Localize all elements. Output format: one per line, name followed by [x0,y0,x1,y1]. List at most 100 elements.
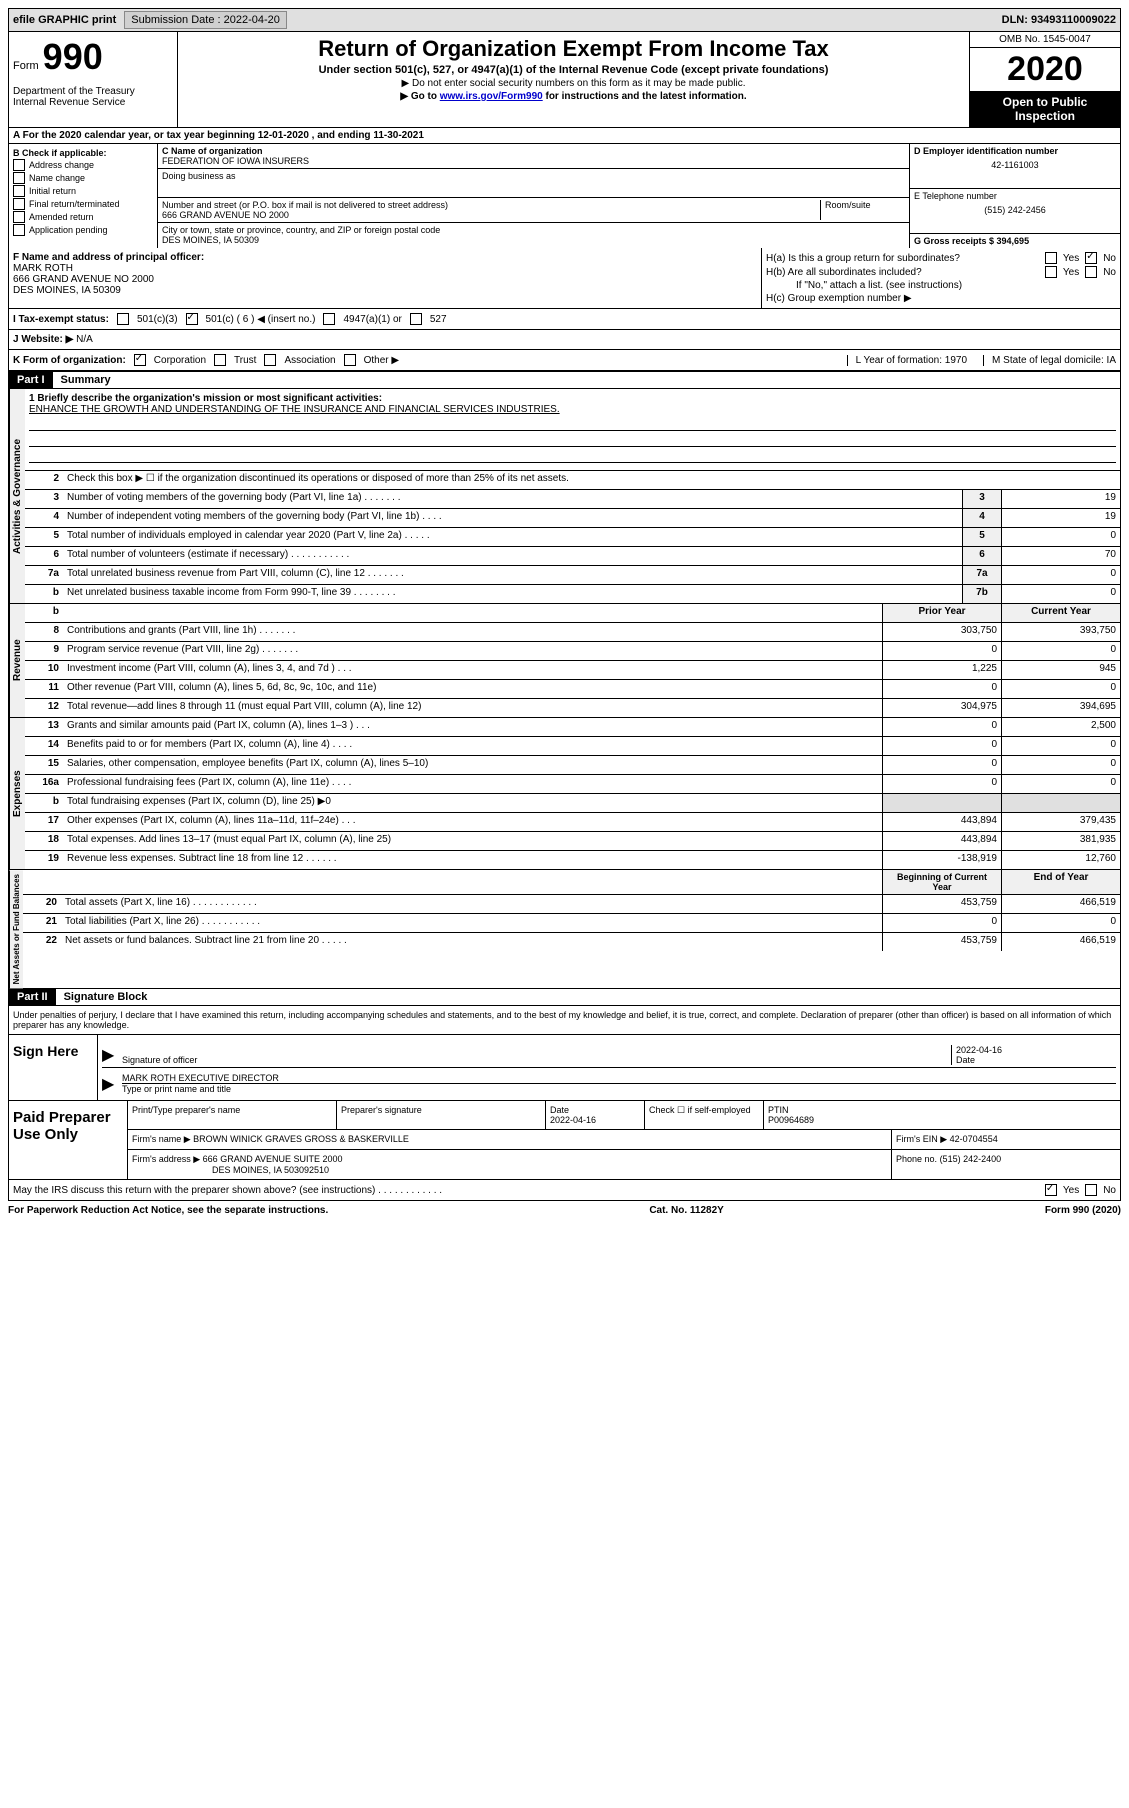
501c3-checkbox[interactable] [117,313,129,325]
dba-label: Doing business as [162,171,905,181]
corporation-checkbox[interactable] [134,354,146,366]
prior-year-header: Prior Year [882,604,1001,622]
city-label: City or town, state or province, country… [162,225,905,235]
mission-label: 1 Briefly describe the organization's mi… [29,393,1116,404]
part2-header: Part II [9,989,56,1005]
address-change-checkbox[interactable] [13,159,25,171]
department-label: Department of the Treasury Internal Reve… [13,86,173,108]
officer-label: F Name and address of principal officer: [13,252,757,263]
sig-date-label: Date [956,1055,1116,1065]
form-number-box: Form 990 Department of the Treasury Inte… [9,32,178,127]
form-word: Form [13,60,39,72]
state-domicile: M State of legal domicile: IA [983,355,1116,366]
501c-checkbox[interactable] [186,313,198,325]
ein-value: 42-1161003 [914,160,1116,170]
association-checkbox[interactable] [264,354,276,366]
form-number: 990 [43,36,103,78]
part2-title: Signature Block [56,991,148,1003]
ha-no-checkbox[interactable] [1085,252,1097,264]
trust-checkbox[interactable] [214,354,226,366]
ptin-label: PTIN [768,1105,789,1115]
final-return-checkbox[interactable] [13,198,25,210]
firm-ein-label: Firm's EIN ▶ [896,1134,947,1144]
submission-date-button[interactable]: Submission Date : 2022-04-20 [124,11,287,29]
expenses-vert-label: Expenses [9,718,25,869]
sig-arrow-icon: ▶ [102,1045,122,1065]
website-row: J Website: ▶ N/A [9,330,1120,350]
firm-addr-label: Firm's address ▶ [132,1154,200,1164]
prep-date-value: 2022-04-16 [550,1115,596,1125]
hc-label: H(c) Group exemption number ▶ [766,293,1116,304]
checkbox-column: B Check if applicable: Address change Na… [9,144,158,248]
gross-receipts: G Gross receipts $ 394,695 [914,236,1116,246]
governance-vert-label: Activities & Governance [9,389,25,603]
firm-ein-value: 42-0704554 [950,1134,998,1144]
form-title: Return of Organization Exempt From Incom… [186,36,961,62]
sign-here-label: Sign Here [9,1035,98,1100]
amended-return-checkbox[interactable] [13,211,25,223]
omb-number: OMB No. 1545-0047 [970,32,1120,48]
org-name-label: C Name of organization [162,146,905,156]
phone-label: E Telephone number [914,191,1116,201]
officer-street: 666 GRAND AVENUE NO 2000 [13,274,757,285]
527-checkbox[interactable] [410,313,422,325]
application-pending-checkbox[interactable] [13,224,25,236]
beg-year-header: Beginning of Current Year [882,870,1001,894]
officer-row: F Name and address of principal officer:… [9,248,1120,309]
room-label: Room/suite [825,200,905,210]
discuss-yes-checkbox[interactable] [1045,1184,1057,1196]
city-value: DES MOINES, IA 50309 [162,235,905,245]
inspection-label: Open to Public Inspection [970,91,1120,127]
tax-year: 2020 [970,48,1120,91]
efile-label: efile GRAPHIC print [13,14,116,26]
org-name: FEDERATION OF IOWA INSURERS [162,156,905,166]
top-bar: efile GRAPHIC print Submission Date : 20… [8,8,1121,32]
tax-year-line: A For the 2020 calendar year, or tax yea… [9,128,1120,144]
col-b-header: B Check if applicable: [13,148,153,158]
signature-section: Under penalties of perjury, I declare th… [8,1006,1121,1201]
netassets-section: Net Assets or Fund Balances Beginning of… [8,870,1121,989]
form-note2: ▶ Go to www.irs.gov/Form990 for instruct… [186,91,961,102]
4947-checkbox[interactable] [323,313,335,325]
form-header: Form 990 Department of the Treasury Inte… [8,32,1121,128]
footer: For Paperwork Reduction Act Notice, see … [8,1201,1121,1220]
dln-label: DLN: 93493110009022 [1002,14,1116,26]
line2-desc: Check this box ▶ ☐ if the organization d… [63,471,1120,489]
sig-officer-label: Signature of officer [122,1055,951,1065]
discuss-no-checkbox[interactable] [1085,1184,1097,1196]
netassets-vert-label: Net Assets or Fund Balances [9,870,23,988]
hb-note: If "No," attach a list. (see instruction… [766,280,1116,291]
officer-name: MARK ROTH [13,263,757,274]
ein-phone-column: D Employer identification number 42-1161… [910,144,1120,248]
preparer-grid: Paid Preparer Use Only Print/Type prepar… [9,1101,1120,1180]
name-change-checkbox[interactable] [13,172,25,184]
firm-name-value: BROWN WINICK GRAVES GROSS & BASKERVILLE [193,1134,409,1144]
initial-return-checkbox[interactable] [13,185,25,197]
form990-link[interactable]: www.irs.gov/Form990 [440,91,543,102]
discuss-label: May the IRS discuss this return with the… [13,1185,1039,1196]
ein-label: D Employer identification number [914,146,1116,156]
footer-right: Form 990 (2020) [1045,1205,1121,1216]
sig-arrow-icon: ▶ [102,1074,122,1094]
end-year-header: End of Year [1001,870,1120,894]
hb-no-checkbox[interactable] [1085,266,1097,278]
declaration-text: Under penalties of perjury, I declare th… [9,1006,1120,1035]
hb-label: H(b) Are all subordinates included? [766,267,1039,278]
other-checkbox[interactable] [344,354,356,366]
prep-name-label: Print/Type preparer's name [128,1101,337,1129]
hb-yes-checkbox[interactable] [1045,266,1057,278]
prep-date-label: Date [550,1105,569,1115]
year-box: OMB No. 1545-0047 2020 Open to Public In… [969,32,1120,127]
info-block: A For the 2020 calendar year, or tax yea… [8,128,1121,372]
website-label: J Website: ▶ [13,334,73,345]
ha-yes-checkbox[interactable] [1045,252,1057,264]
current-year-header: Current Year [1001,604,1120,622]
part1-title: Summary [53,374,111,386]
title-box: Return of Organization Exempt From Incom… [178,32,969,127]
footer-left: For Paperwork Reduction Act Notice, see … [8,1205,328,1216]
form-subtitle: Under section 501(c), 527, or 4947(a)(1)… [186,64,961,76]
k-label: K Form of organization: [13,355,126,366]
footer-mid: Cat. No. 11282Y [649,1205,723,1216]
firm-phone-value: (515) 242-2400 [940,1154,1002,1164]
ptin-value: P00964689 [768,1115,814,1125]
